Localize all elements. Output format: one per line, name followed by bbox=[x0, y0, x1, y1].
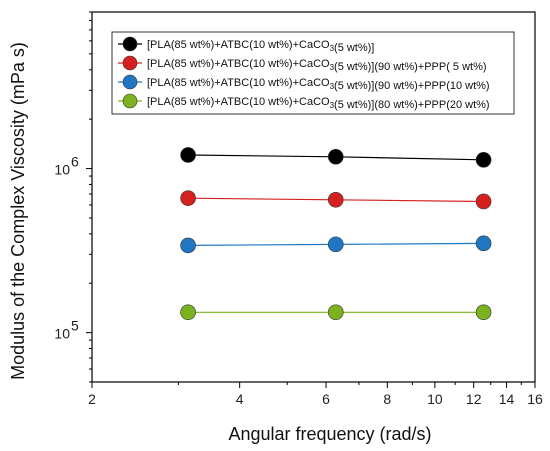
y-tick-label: 10 bbox=[54, 162, 70, 178]
x-tick-label: 12 bbox=[466, 391, 482, 407]
legend-label-part: [PLA(85 wt%)+ATBC(10 wt%)+ bbox=[147, 39, 299, 51]
legend-label-subscript: 3 bbox=[330, 44, 335, 53]
x-tick-label: 6 bbox=[322, 391, 330, 407]
legend-label-part: (5 wt%)](90 wt%)+PPP(10 wt%) bbox=[334, 80, 490, 92]
y-tick-exponent: 6 bbox=[71, 154, 79, 170]
legend-label-part: CaCO bbox=[299, 58, 330, 70]
legend-label-part: [PLA(85 wt%)+ATBC(10 wt%)+ bbox=[147, 77, 299, 89]
x-tick-label: 16 bbox=[527, 391, 543, 407]
legend-label-subscript: 3 bbox=[330, 101, 335, 110]
y-tick-label: 10 bbox=[54, 326, 70, 342]
legend-label-subscript: 3 bbox=[330, 63, 335, 72]
y-axis-title: Modulus of the Complex Viscosity (mPa s) bbox=[8, 42, 28, 380]
data-point-series-4 bbox=[327, 304, 344, 321]
plot-frame bbox=[91, 11, 536, 383]
legend: [PLA(85 wt%)+ATBC(10 wt%)+CaCO3(5 wt%)][… bbox=[111, 31, 515, 115]
x-tick-label: 8 bbox=[383, 391, 391, 407]
data-point-series-1 bbox=[327, 148, 344, 165]
data-point-series-2 bbox=[180, 190, 196, 206]
x-tick-label: 2 bbox=[88, 391, 96, 407]
x-tick-label: 14 bbox=[499, 391, 515, 407]
legend-label-part: (5 wt%)](90 wt%)+PPP( 5 wt%) bbox=[334, 61, 487, 73]
legend-label: [PLA(85 wt%)+ATBC(10 wt%)+CaCO3(5 wt%)] bbox=[147, 39, 374, 54]
legend-label-part: (5 wt%)] bbox=[334, 42, 374, 54]
legend-label-part: [PLA(85 wt%)+ATBC(10 wt%)+ bbox=[147, 96, 299, 108]
legend-marker bbox=[122, 93, 138, 109]
data-point-series-1 bbox=[475, 152, 492, 168]
legend-label-subscript: 3 bbox=[330, 82, 335, 91]
data-point-series-3 bbox=[475, 235, 492, 252]
legend-box bbox=[111, 31, 515, 115]
legend-label: [PLA(85 wt%)+ATBC(10 wt%)+CaCO3(5 wt%)](… bbox=[147, 77, 490, 92]
legend-marker bbox=[122, 36, 138, 52]
data-point-series-2 bbox=[475, 193, 492, 210]
legend-label: [PLA(85 wt%)+ATBC(10 wt%)+CaCO3(5 wt%)](… bbox=[147, 96, 490, 111]
legend-label: [PLA(85 wt%)+ATBC(10 wt%)+CaCO3(5 wt%)](… bbox=[147, 58, 487, 73]
x-tick-label: 10 bbox=[427, 391, 443, 407]
legend-label-part: [PLA(85 wt%)+ATBC(10 wt%)+ bbox=[147, 58, 299, 70]
data-point-series-1 bbox=[180, 147, 196, 163]
series-layer bbox=[180, 147, 492, 321]
y-tick-exponent: 5 bbox=[71, 318, 79, 334]
data-point-series-4 bbox=[180, 304, 196, 321]
legend-label-part: CaCO bbox=[299, 39, 330, 51]
data-point-series-4 bbox=[475, 304, 492, 321]
legend-label-part: (5 wt%)](80 wt%)+PPP(20 wt%) bbox=[334, 99, 490, 111]
data-point-series-3 bbox=[180, 237, 196, 254]
legend-marker bbox=[122, 55, 138, 71]
x-axis-title: Angular frequency (rad/s) bbox=[228, 424, 431, 444]
x-tick-label: 4 bbox=[236, 391, 244, 407]
legend-label-part: CaCO bbox=[299, 77, 330, 89]
data-point-series-3 bbox=[327, 236, 344, 253]
data-point-series-2 bbox=[327, 191, 344, 208]
legend-marker bbox=[122, 74, 138, 90]
legend-label-part: CaCO bbox=[299, 96, 330, 108]
